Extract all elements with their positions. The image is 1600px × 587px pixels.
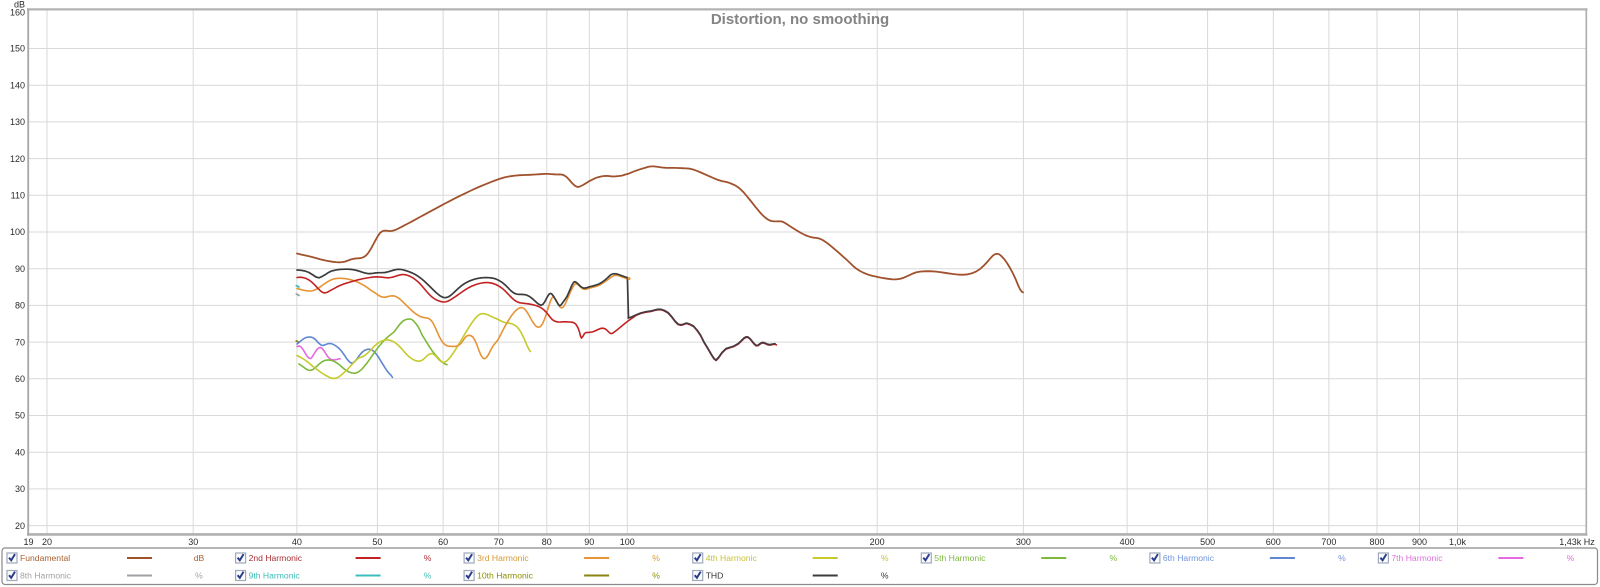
svg-text:%: % — [881, 571, 889, 581]
svg-text:6th Harmonic: 6th Harmonic — [1163, 553, 1215, 563]
svg-text:%: % — [1567, 553, 1575, 563]
svg-text:20: 20 — [42, 537, 52, 547]
svg-text:60: 60 — [15, 374, 25, 384]
svg-text:9th Harmonic: 9th Harmonic — [249, 571, 301, 581]
svg-text:3rd Harmonic: 3rd Harmonic — [477, 553, 529, 563]
svg-text:40: 40 — [15, 447, 25, 457]
svg-text:2nd Harmonic: 2nd Harmonic — [249, 553, 303, 563]
svg-text:200: 200 — [870, 537, 885, 547]
svg-text:100: 100 — [620, 537, 635, 547]
svg-text:1,0k: 1,0k — [1449, 537, 1467, 547]
svg-text:%: % — [652, 553, 660, 563]
svg-text:Fundamental: Fundamental — [20, 553, 70, 563]
svg-text:4th Harmonic: 4th Harmonic — [706, 553, 758, 563]
svg-text:80: 80 — [15, 301, 25, 311]
svg-text:400: 400 — [1120, 537, 1135, 547]
svg-text:90: 90 — [15, 264, 25, 274]
svg-text:%: % — [424, 571, 432, 581]
svg-text:900: 900 — [1412, 537, 1427, 547]
svg-text:110: 110 — [11, 191, 25, 201]
svg-text:500: 500 — [1200, 537, 1215, 547]
svg-text:10th Harmonic: 10th Harmonic — [477, 571, 534, 581]
svg-text:700: 700 — [1321, 537, 1336, 547]
svg-text:600: 600 — [1266, 537, 1281, 547]
svg-text:%: % — [424, 553, 432, 563]
svg-text:70: 70 — [494, 537, 504, 547]
svg-text:70: 70 — [15, 337, 25, 347]
svg-text:60: 60 — [438, 537, 448, 547]
svg-text:19: 19 — [23, 537, 33, 547]
svg-text:8th Harmonic: 8th Harmonic — [20, 571, 72, 581]
svg-text:120: 120 — [10, 154, 25, 164]
svg-text:150: 150 — [10, 44, 25, 54]
svg-text:100: 100 — [10, 227, 25, 237]
svg-text:300: 300 — [1016, 537, 1031, 547]
svg-text:dB: dB — [14, 0, 25, 10]
svg-text:5th Harmonic: 5th Harmonic — [934, 553, 986, 563]
svg-text:dB: dB — [194, 553, 205, 563]
svg-text:%: % — [881, 553, 889, 563]
svg-text:40: 40 — [292, 537, 302, 547]
svg-text:800: 800 — [1369, 537, 1384, 547]
svg-text:%: % — [1338, 553, 1346, 563]
svg-text:%: % — [1109, 553, 1117, 563]
svg-text:50: 50 — [372, 537, 382, 547]
svg-text:140: 140 — [10, 80, 25, 90]
svg-text:30: 30 — [15, 484, 25, 494]
svg-text:20: 20 — [15, 521, 25, 531]
svg-text:50: 50 — [15, 411, 25, 421]
svg-text:%: % — [652, 571, 660, 581]
svg-text:80: 80 — [542, 537, 552, 547]
svg-text:7th Harmonic: 7th Harmonic — [1391, 553, 1443, 563]
svg-text:THD: THD — [706, 571, 724, 581]
svg-text:%: % — [195, 571, 203, 581]
svg-text:1,43k Hz: 1,43k Hz — [1559, 537, 1595, 547]
svg-text:130: 130 — [10, 117, 25, 127]
svg-text:Distortion, no smoothing: Distortion, no smoothing — [711, 11, 889, 28]
svg-text:90: 90 — [584, 537, 594, 547]
svg-text:30: 30 — [188, 537, 198, 547]
svg-text:160: 160 — [10, 8, 25, 18]
